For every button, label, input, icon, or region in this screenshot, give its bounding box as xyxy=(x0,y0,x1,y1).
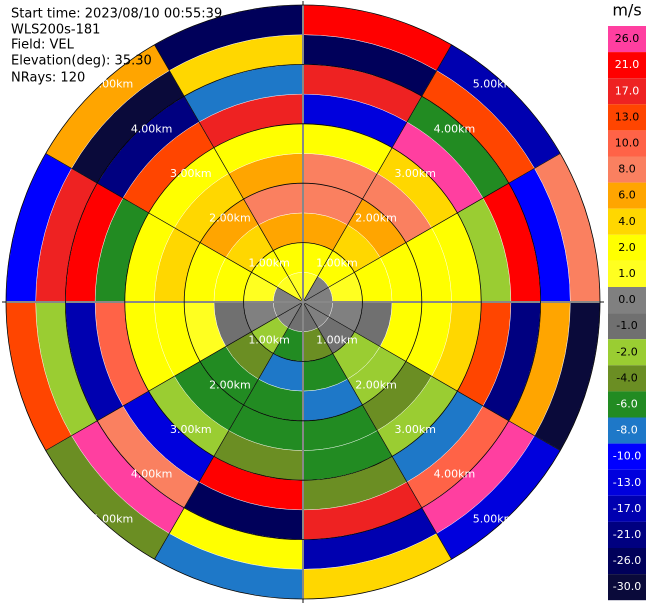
azimuth-spoke xyxy=(302,153,561,303)
info-block: Start time: 2023/08/10 00:55:39 WLS200s-… xyxy=(11,7,222,86)
colorbar-label: 0.0 xyxy=(618,293,636,306)
colorbar-swatch xyxy=(608,234,646,261)
colorbar-swatch xyxy=(608,182,646,209)
colorbar-label: -17.0 xyxy=(613,502,641,515)
colorbar-swatch xyxy=(608,548,646,575)
colorbar-label: -10.0 xyxy=(613,450,641,463)
colorbar-swatch xyxy=(608,443,646,470)
colorbar-swatch xyxy=(608,365,646,392)
colorbar: 26.0 21.0 17.0 13.0 10.0 8.0 6.0 4.0 2.0 1.0 0.0 -1… xyxy=(608,26,646,601)
range-ring xyxy=(243,242,363,362)
colorbar-label: 13.0 xyxy=(615,110,640,123)
range-label: 2.00km xyxy=(209,378,251,391)
range-label: 4.00km xyxy=(131,122,173,135)
range-label: 1.00km xyxy=(316,334,358,347)
colorbar-swatch xyxy=(608,156,646,183)
colorbar-swatch xyxy=(608,260,646,287)
start-time: Start time: 2023/08/10 00:55:39 xyxy=(11,7,222,22)
range-label: 4.00km xyxy=(434,122,476,135)
colorbar-label: -2.0 xyxy=(616,345,637,358)
elevation: Elevation(deg): 35.30 xyxy=(11,54,152,69)
range-label: 1.00km xyxy=(248,334,290,347)
ppi-overlay: 1.00km 1.00km 1.00km 1.00km 2.00km 2.00km 2.00… xyxy=(2,1,604,603)
colorbar-swatch xyxy=(608,130,646,157)
colorbar-label: -21.0 xyxy=(613,528,641,541)
range-ring xyxy=(64,63,542,541)
colorbar-swatch xyxy=(608,391,646,418)
colorbar-swatch xyxy=(608,104,646,131)
azimuth-spoke xyxy=(45,153,304,303)
range-label: 3.00km xyxy=(170,167,212,180)
colorbar-label: -30.0 xyxy=(613,580,641,593)
range-label: 5.00km xyxy=(473,78,515,91)
colorbar-label: 17.0 xyxy=(615,84,640,97)
range-label: 3.00km xyxy=(394,167,436,180)
range-ring xyxy=(183,182,423,422)
field-name: Field: VEL xyxy=(11,38,75,53)
site-name: WLS200s-181 xyxy=(11,23,100,38)
azimuth-spoke xyxy=(302,44,452,303)
range-ring xyxy=(5,4,601,600)
range-label: 2.00km xyxy=(209,212,251,225)
colorbar-swatch xyxy=(608,313,646,340)
colorbar-label: -1.0 xyxy=(616,319,637,332)
colorbar-label: -13.0 xyxy=(613,476,641,489)
colorbar-swatch xyxy=(608,287,646,314)
colorbar-label: 2.0 xyxy=(618,241,636,254)
range-label: 5.00km xyxy=(473,512,515,525)
colorbar-label: 6.0 xyxy=(618,189,636,202)
azimuth-spoke xyxy=(154,44,304,303)
colorbar-swatch xyxy=(608,417,646,444)
range-label: 3.00km xyxy=(170,423,212,436)
range-label: 1.00km xyxy=(248,256,290,269)
colorbar-label: -26.0 xyxy=(613,554,641,567)
range-label: 5.00km xyxy=(92,512,134,525)
colorbar-label: 10.0 xyxy=(615,136,640,149)
nrays: NRays: 120 xyxy=(11,71,85,86)
range-label: 4.00km xyxy=(434,468,476,481)
colorbar-swatch xyxy=(608,78,646,105)
colorbar-label: 26.0 xyxy=(615,32,640,45)
colorbar-label: 21.0 xyxy=(615,58,640,71)
range-label: 5.00km xyxy=(92,78,134,91)
colorbar-swatch xyxy=(608,574,646,601)
colorbar-swatch xyxy=(608,469,646,496)
range-label: 2.00km xyxy=(355,212,397,225)
colorbar-label: 1.0 xyxy=(618,267,636,280)
colorbar-label: 4.0 xyxy=(618,215,636,228)
colorbar-swatch xyxy=(608,208,646,235)
range-label: 4.00km xyxy=(131,468,173,481)
ppi-field xyxy=(5,4,601,600)
colorbar-swatch xyxy=(608,26,646,53)
azimuth-spoke xyxy=(302,301,561,451)
range-label: 2.00km xyxy=(355,378,397,391)
azimuth-spoke xyxy=(154,301,304,560)
colorbar-label: 8.0 xyxy=(618,163,636,176)
colorbar-swatch xyxy=(608,52,646,79)
colorbar-swatch xyxy=(608,339,646,366)
colorbar-swatch xyxy=(608,495,646,522)
range-label: 3.00km xyxy=(394,423,436,436)
range-ring xyxy=(124,123,482,481)
colorbar-unit: m/s xyxy=(612,1,641,20)
azimuth-spoke xyxy=(302,301,452,560)
range-label: 1.00km xyxy=(316,256,358,269)
colorbar-label: -8.0 xyxy=(616,424,637,437)
azimuth-spoke xyxy=(45,301,304,451)
colorbar-label: -4.0 xyxy=(616,371,637,384)
colorbar-label: -6.0 xyxy=(616,397,637,410)
colorbar-swatch xyxy=(608,521,646,548)
